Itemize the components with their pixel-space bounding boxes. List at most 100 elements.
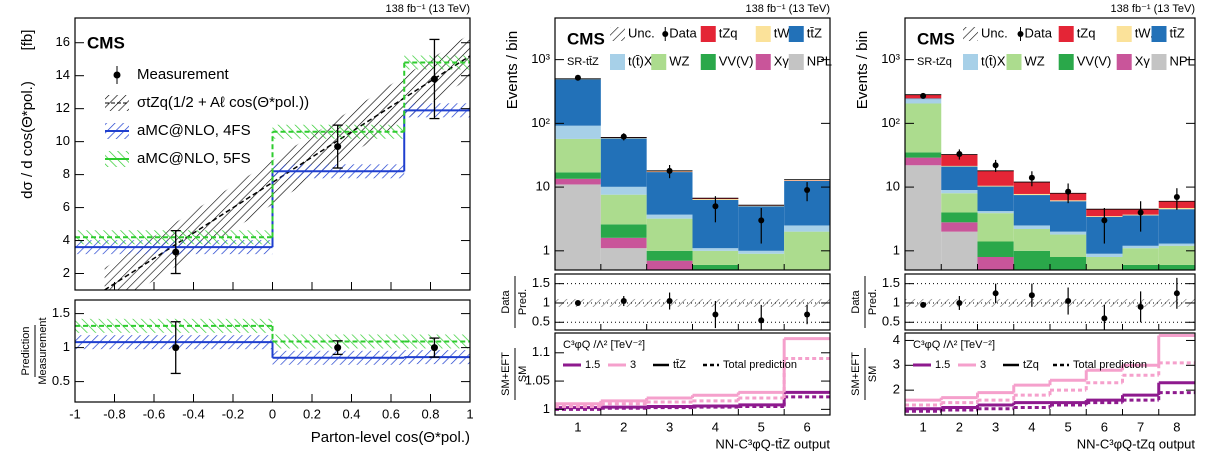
legend-label: aMC@NLO, 5FS — [137, 150, 251, 167]
stack-segment — [738, 253, 785, 270]
data-point — [1173, 290, 1180, 297]
stack-segment — [738, 205, 785, 207]
stack-segment — [1086, 256, 1123, 270]
stack-segment — [905, 157, 942, 166]
legend-label: Total prediction — [1073, 359, 1147, 371]
stack-segment — [1013, 182, 1050, 194]
stack-segment — [600, 194, 647, 225]
stack-segment — [1013, 225, 1050, 229]
x-tick-label: 0.8 — [421, 406, 439, 421]
legend-label: Xγ — [774, 53, 790, 68]
y-tick-label: 1 — [543, 401, 550, 416]
stack-segment — [646, 260, 693, 270]
legend-swatch — [1058, 54, 1074, 70]
plot-area — [555, 74, 830, 270]
y-tick-label: 1.5 — [882, 275, 900, 290]
stack-segment — [905, 165, 942, 270]
stack-segment — [905, 152, 942, 158]
data-point — [712, 311, 719, 318]
x-tick-label: 1 — [466, 406, 473, 421]
y-tick-label: 10² — [881, 115, 900, 130]
data-point — [1173, 193, 1180, 200]
legend-swatch — [610, 54, 625, 70]
data-point — [1101, 315, 1108, 322]
unc-band — [555, 298, 830, 307]
y-tick-label: 4 — [63, 232, 70, 247]
stack-segment — [692, 250, 739, 265]
stack-segment — [555, 172, 601, 179]
data-point — [1028, 292, 1035, 299]
x-tick-label: 6 — [1101, 419, 1108, 434]
x-tick-label: -0.8 — [103, 406, 125, 421]
y-tick-label: 10 — [886, 179, 900, 194]
plot-area — [905, 277, 1195, 330]
x-tick-label: 5 — [758, 419, 765, 434]
legend-swatch — [788, 26, 804, 42]
data-point — [574, 74, 581, 81]
x-axis-label: NN-C³φQ-tt̄Z output — [715, 436, 830, 451]
stack-segment — [941, 190, 978, 194]
axes-frame — [554, 273, 831, 331]
y-tick-label: 0.5 — [52, 373, 70, 388]
data-point — [992, 162, 999, 169]
data-point — [956, 151, 963, 158]
axes-frame — [74, 299, 471, 403]
region-label: SR-tZq — [917, 56, 952, 68]
x-tick-label: 5 — [1065, 419, 1072, 434]
stack-segment — [1158, 209, 1195, 244]
legend-label: tt̄Z — [673, 359, 686, 371]
stack-segment — [1050, 270, 1086, 284]
data-point — [920, 92, 927, 99]
stack-segment — [600, 224, 647, 238]
legend-swatch — [1116, 26, 1132, 42]
legend-swatch — [700, 26, 716, 42]
y-axis-label: SM — [517, 366, 529, 383]
legend-label: σtZq(1/2 + Aℓ cos(Θ*pol.)) — [137, 94, 309, 111]
y-tick-label: 4 — [893, 332, 900, 347]
stack-segment — [784, 225, 830, 232]
legend-swatch — [1151, 54, 1167, 70]
legend-title: C³φQ /Λ² [TeV⁻²] — [913, 339, 995, 351]
data-point — [1065, 188, 1072, 195]
x-tick-label: 3 — [666, 419, 673, 434]
y-tick-label: 16 — [56, 34, 70, 49]
legend-swatch — [1006, 54, 1022, 70]
y-axis-label: SM+EFT — [850, 352, 862, 396]
stack-segment — [1013, 195, 1050, 226]
stack-segment — [905, 99, 942, 104]
legend-swatch — [1058, 26, 1074, 42]
y-tick-label: 1.5 — [52, 305, 70, 320]
y-tick-label: 1 — [543, 294, 550, 309]
stack-segment — [941, 165, 978, 167]
legend-label: Data — [669, 25, 697, 40]
legend-label: t(t̄)X — [981, 53, 1006, 68]
data-point — [1028, 174, 1035, 181]
legend-label: 3 — [630, 359, 636, 371]
y-tick-label: 10³ — [531, 51, 550, 66]
x-tick-label: 8 — [1173, 419, 1180, 434]
stack-segment — [941, 193, 978, 213]
axes-frame — [904, 273, 1196, 331]
y-axis-label: Events / bin — [504, 31, 521, 109]
data-point — [172, 344, 180, 352]
legend-label: Total prediction — [723, 359, 797, 371]
x-tick-label: 1 — [920, 419, 927, 434]
y-tick-label: 8 — [63, 166, 70, 181]
x-tick-label: 2 — [956, 419, 963, 434]
legend-label: tZq — [1077, 25, 1096, 40]
legend-label: WZ — [1025, 53, 1045, 68]
y-tick-label: 2 — [893, 382, 900, 397]
data-point — [334, 143, 342, 151]
y-axis-label: Measurement — [37, 317, 49, 384]
experiment-label: CMS — [917, 29, 955, 48]
stack-segment — [1123, 276, 1159, 284]
x-axis-label: NN-C³φQ-tZq output — [1077, 436, 1196, 451]
data-point — [430, 344, 438, 352]
x-tick-label: 0.2 — [303, 406, 321, 421]
x-tick-label: 4 — [712, 419, 719, 434]
plot-area — [905, 92, 1195, 284]
x-axis-label: Parton-level cos(Θ*pol.) — [311, 429, 470, 446]
stack-segment — [977, 256, 1014, 270]
stack-segment — [600, 237, 647, 249]
legend-label: tt̄Z — [1170, 25, 1185, 40]
